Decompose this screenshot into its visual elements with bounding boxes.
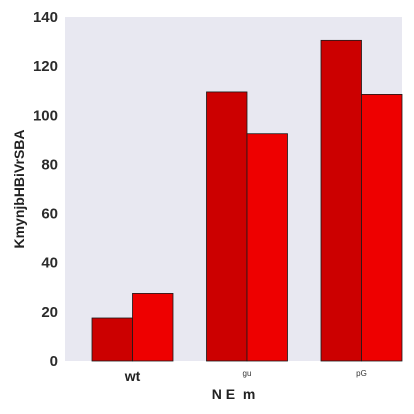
bar-gu-series-2 [246,133,288,362]
y-tick-label: 120 [33,58,58,75]
x-axis-label: N E m [212,386,256,402]
y-axis-label: KmynjbHBiVrSBA [11,129,27,248]
y-tick-label: 40 [41,255,58,272]
bar-pG-series-2 [361,94,403,362]
y-tick-label: 0 [50,353,58,370]
x-axis-ticks: wt gu pG [124,368,367,384]
y-tick-label: 80 [41,156,58,173]
y-tick-label: 60 [41,206,58,223]
x-tick-label-wt: wt [124,368,141,384]
bar-pG-series-1 [320,39,362,362]
y-tick-label: 20 [41,304,58,321]
y-axis-ticks: 0 20 40 60 80 100 120 140 [33,9,58,370]
bar-gu-series-1 [206,91,248,362]
x-tick-label-pG: pG [356,369,367,378]
bar-wt-series-2 [132,293,174,362]
x-tick-label-gu: gu [243,369,252,378]
y-tick-label: 100 [33,107,58,124]
bars-layer [91,39,403,362]
bar-wt-series-1 [91,317,133,362]
y-tick-label: 140 [33,9,58,26]
